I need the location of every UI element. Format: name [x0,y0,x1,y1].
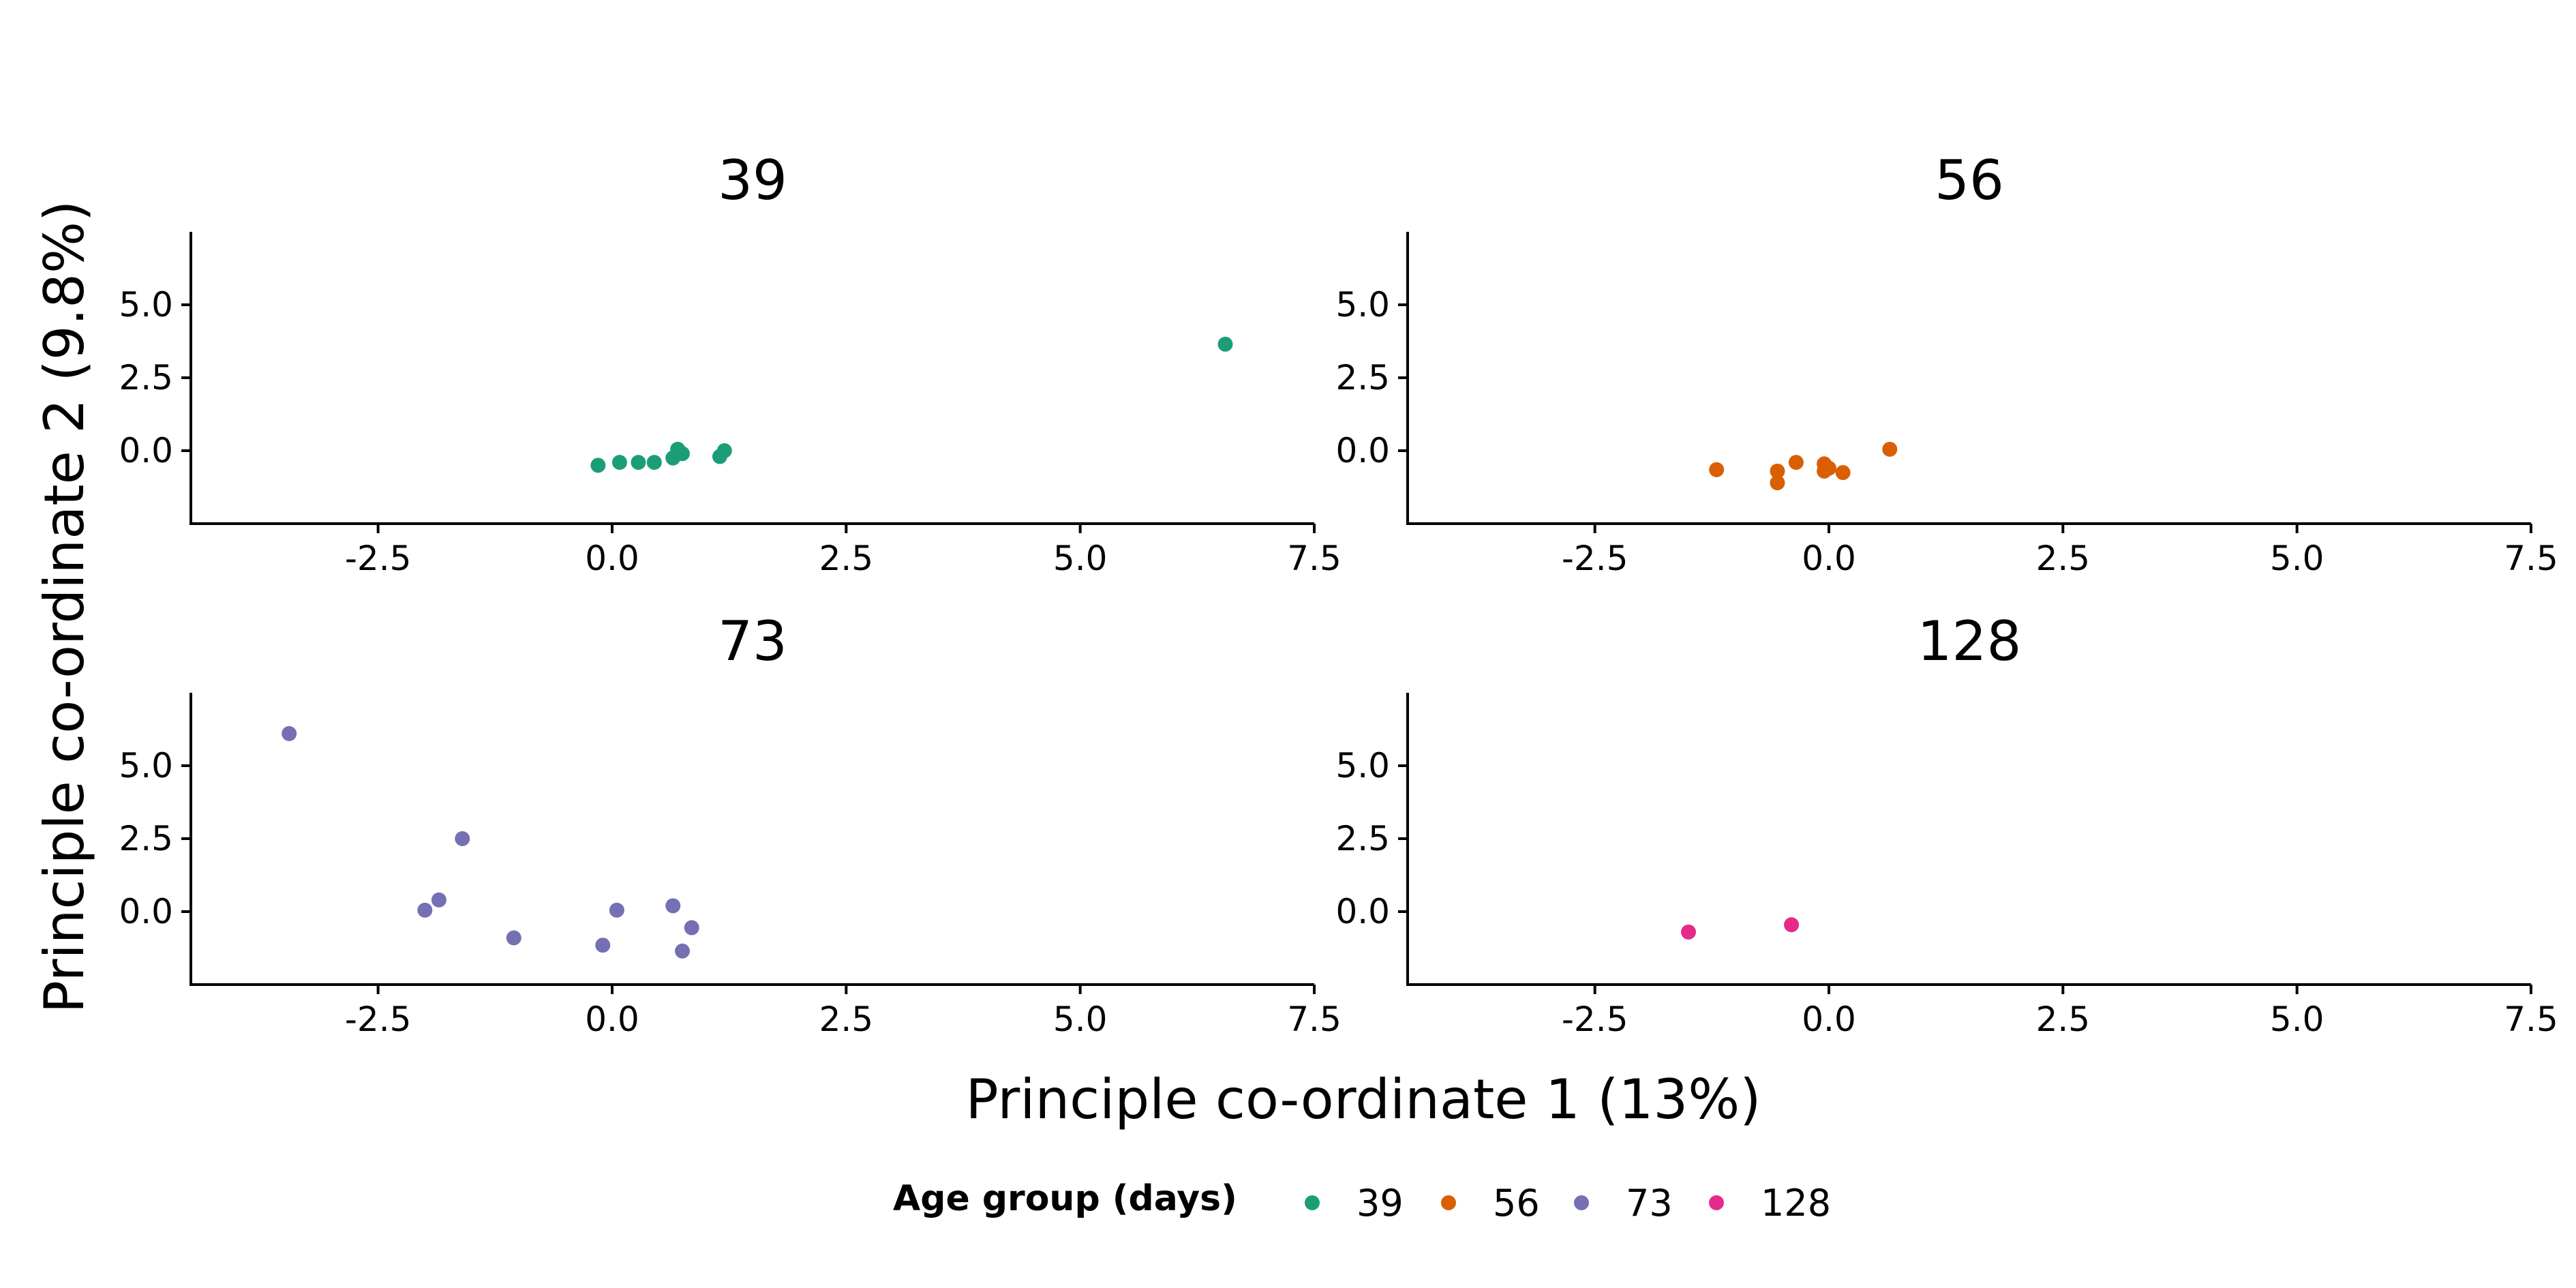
x-tick-label: 7.5 [2504,1000,2558,1039]
data-point [1788,455,1804,470]
legend-label: 128 [1761,1182,1831,1225]
panel-title: 39 [718,149,787,212]
panel-56: 56 -2.5 0.0 2.5 5.0 7.5 0.0 2.5 5.0 [1335,149,2558,578]
data-point [675,446,690,462]
y-tick-label: 2.5 [119,358,173,398]
x-tick-label: 5.0 [2270,539,2324,578]
data-point [431,892,446,908]
data-point [590,458,606,473]
y-axis-title: Principle co-ordinate 2 (9.8%) [33,200,96,1013]
data-point [417,902,433,918]
panel-title: 128 [1918,610,2022,673]
data-point [716,443,732,458]
legend-label: 39 [1357,1182,1404,1225]
data-point [665,898,681,914]
y-tick-label: 5.0 [119,746,173,785]
y-tick-label: 0.0 [119,892,173,931]
panel-128: 128 -2.5 0.0 2.5 5.0 7.5 0.0 2.5 5.0 [1335,610,2558,1039]
data-point [282,725,297,741]
legend-marker [1574,1195,1589,1210]
x-tick-label: 2.5 [819,1000,874,1039]
data-point [609,902,624,918]
x-tick-label: 7.5 [2504,539,2558,578]
x-tick-label: -2.5 [345,1000,412,1039]
legend-marker [1305,1195,1320,1210]
x-tick-label: 2.5 [819,539,874,578]
y-tick-label: 2.5 [1335,819,1390,858]
legend-marker [1709,1195,1724,1210]
data-point [1817,463,1832,479]
data-point [595,938,611,953]
data-point [646,455,662,470]
facet-panels: 39-2.5 0.0 2.5 5.0 7.50.02.55.056-2.5 0.0 2.5 5… [119,149,2558,1039]
x-tick-label: -2.5 [345,539,412,578]
x-tick-label: 2.5 [2036,1000,2091,1039]
y-tick-label: 5.0 [119,285,173,325]
panel-39: 39 -2.5 0.0 2.5 5.0 7.5 0.0 2.5 5.0 [119,149,1341,578]
legend: Age group (days) 39 56 73 128 [893,1178,1831,1225]
x-axis-title: Principle co-ordinate 1 (13%) [965,1068,1761,1131]
legend-title: Age group (days) [893,1178,1237,1219]
x-tick-label: 2.5 [2036,539,2091,578]
panel-title: 73 [718,610,787,673]
y-tick-label: 2.5 [1335,358,1390,398]
data-point [1882,441,1898,457]
data-point [506,930,521,946]
y-tick-label: 0.0 [1335,431,1390,470]
y-tick-label: 0.0 [119,431,173,470]
y-tick-label: 2.5 [119,819,173,858]
x-tick-label: 5.0 [1053,1000,1108,1039]
data-point [1709,462,1725,477]
x-tick-label: 0.0 [1802,539,1856,578]
data-point [1770,463,1785,479]
x-tick-label: 0.0 [1802,1000,1856,1039]
y-tick-label: 0.0 [1335,892,1390,931]
data-point [1784,917,1800,933]
data-point [1770,475,1785,491]
data-point [1217,336,1233,352]
data-point [455,831,470,846]
legend-label: 56 [1493,1182,1540,1225]
data-point [611,455,627,470]
legend-marker [1441,1195,1456,1210]
panel-73: 73 -2.5 0.0 2.5 5.0 7.5 0.0 2.5 5.0 [119,610,1341,1039]
x-tick-label: 7.5 [1287,1000,1342,1039]
legend-label: 73 [1626,1182,1673,1225]
data-point [675,943,690,959]
panel-title: 56 [1935,149,2004,212]
data-point [1681,924,1696,940]
x-tick-label: -2.5 [1562,539,1628,578]
data-point [684,920,699,935]
x-tick-label: 5.0 [2270,1000,2324,1039]
data-point [1835,465,1851,481]
x-tick-label: 0.0 [585,539,639,578]
data-point [631,455,646,470]
y-tick-label: 5.0 [1335,285,1390,325]
x-tick-label: -2.5 [1562,1000,1628,1039]
x-tick-label: 7.5 [1287,539,1342,578]
y-tick-label: 5.0 [1335,746,1390,785]
x-tick-label: 0.0 [585,1000,639,1039]
x-tick-label: 5.0 [1053,539,1108,578]
